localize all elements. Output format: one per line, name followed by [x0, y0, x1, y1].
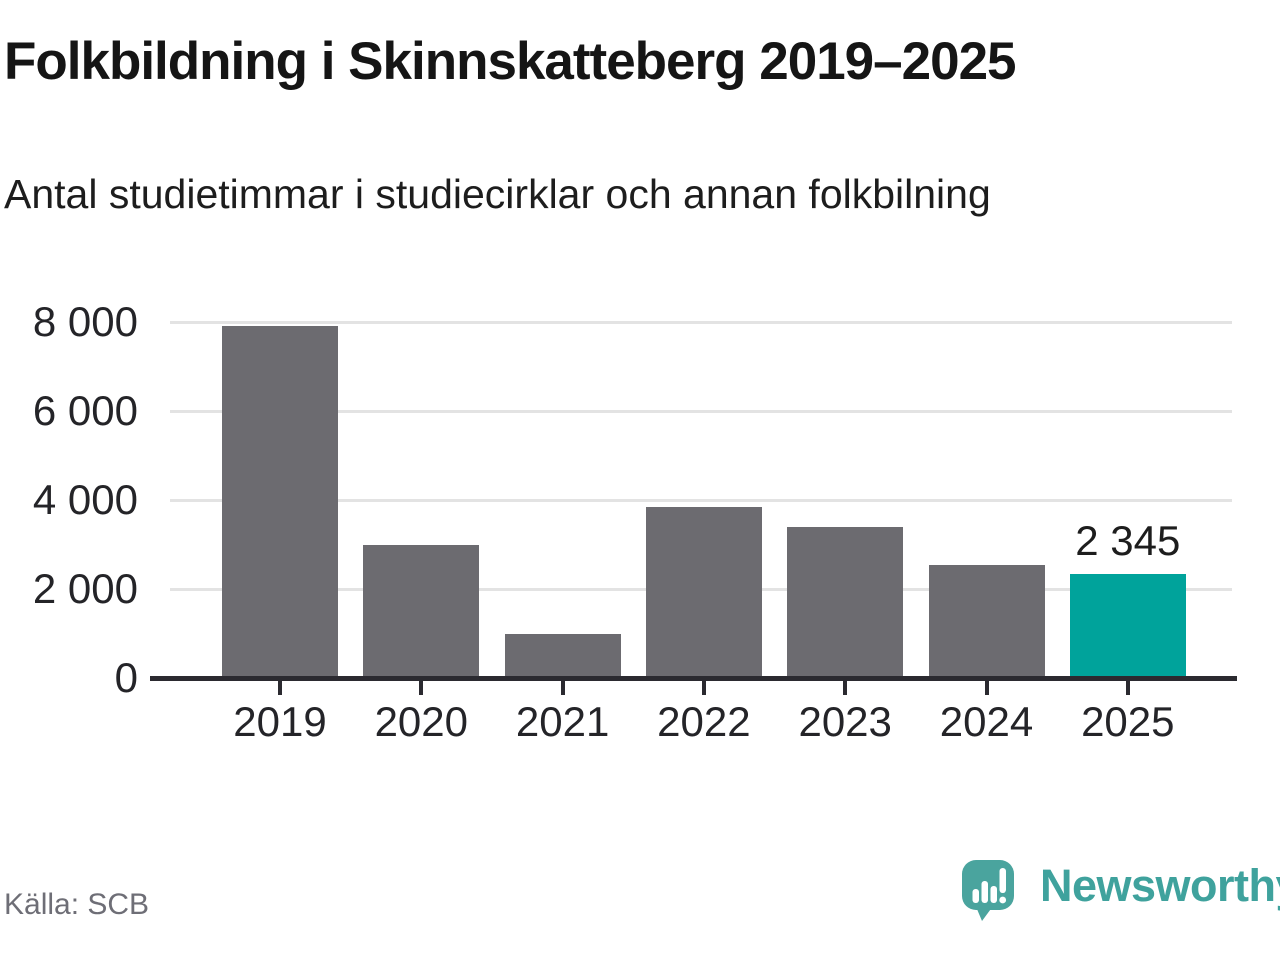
bar-value-label: 2 345	[1075, 516, 1181, 564]
x-axis-tick-label: 2019	[233, 698, 327, 745]
x-axis-tick	[560, 681, 565, 695]
x-axis-tick-label: 2025	[1081, 698, 1175, 745]
x-axis-tick	[419, 681, 424, 695]
gridline	[170, 410, 1232, 413]
newsworthy-wordmark: Newsworthy	[1040, 860, 1280, 911]
x-axis-tick-label: 2022	[657, 698, 751, 745]
y-axis-tick-label: 6 000	[32, 387, 138, 434]
y-axis-tick-label: 8 000	[32, 298, 138, 345]
source-label: Källa: SCB	[4, 888, 150, 921]
bar	[222, 326, 338, 678]
bar	[645, 507, 762, 678]
chart-subtitle: Antal studietimmar i studiecirklar och a…	[4, 171, 991, 217]
bar	[928, 564, 1045, 678]
bar	[504, 633, 621, 678]
x-axis-tick	[843, 681, 848, 695]
x-axis-line	[150, 676, 1237, 681]
x-axis-tick	[278, 681, 282, 695]
x-axis-tick-label: 2023	[798, 698, 892, 745]
newsworthy-logo-icon	[962, 860, 1014, 921]
bar-highlighted	[1069, 573, 1186, 678]
x-axis-tick	[984, 681, 989, 695]
y-axis-tick-label: 2 000	[32, 565, 138, 612]
bar	[363, 545, 480, 678]
newsworthy-brand: Newsworthy	[958, 858, 1280, 924]
y-axis-tick-label: 0	[114, 654, 138, 701]
x-axis-tick	[1125, 681, 1130, 695]
x-axis-tick	[701, 681, 706, 695]
chart-title: Folkbildning i Skinnskatteberg 2019–2025	[4, 32, 1017, 91]
gridline	[170, 499, 1232, 502]
x-axis-tick-label: 2024	[939, 698, 1034, 745]
x-axis-tick-label: 2020	[374, 698, 469, 745]
gridline	[170, 321, 1232, 324]
bar	[787, 526, 904, 678]
y-axis-tick-label: 4 000	[32, 476, 138, 523]
x-axis-tick-label: 2021	[515, 698, 610, 745]
